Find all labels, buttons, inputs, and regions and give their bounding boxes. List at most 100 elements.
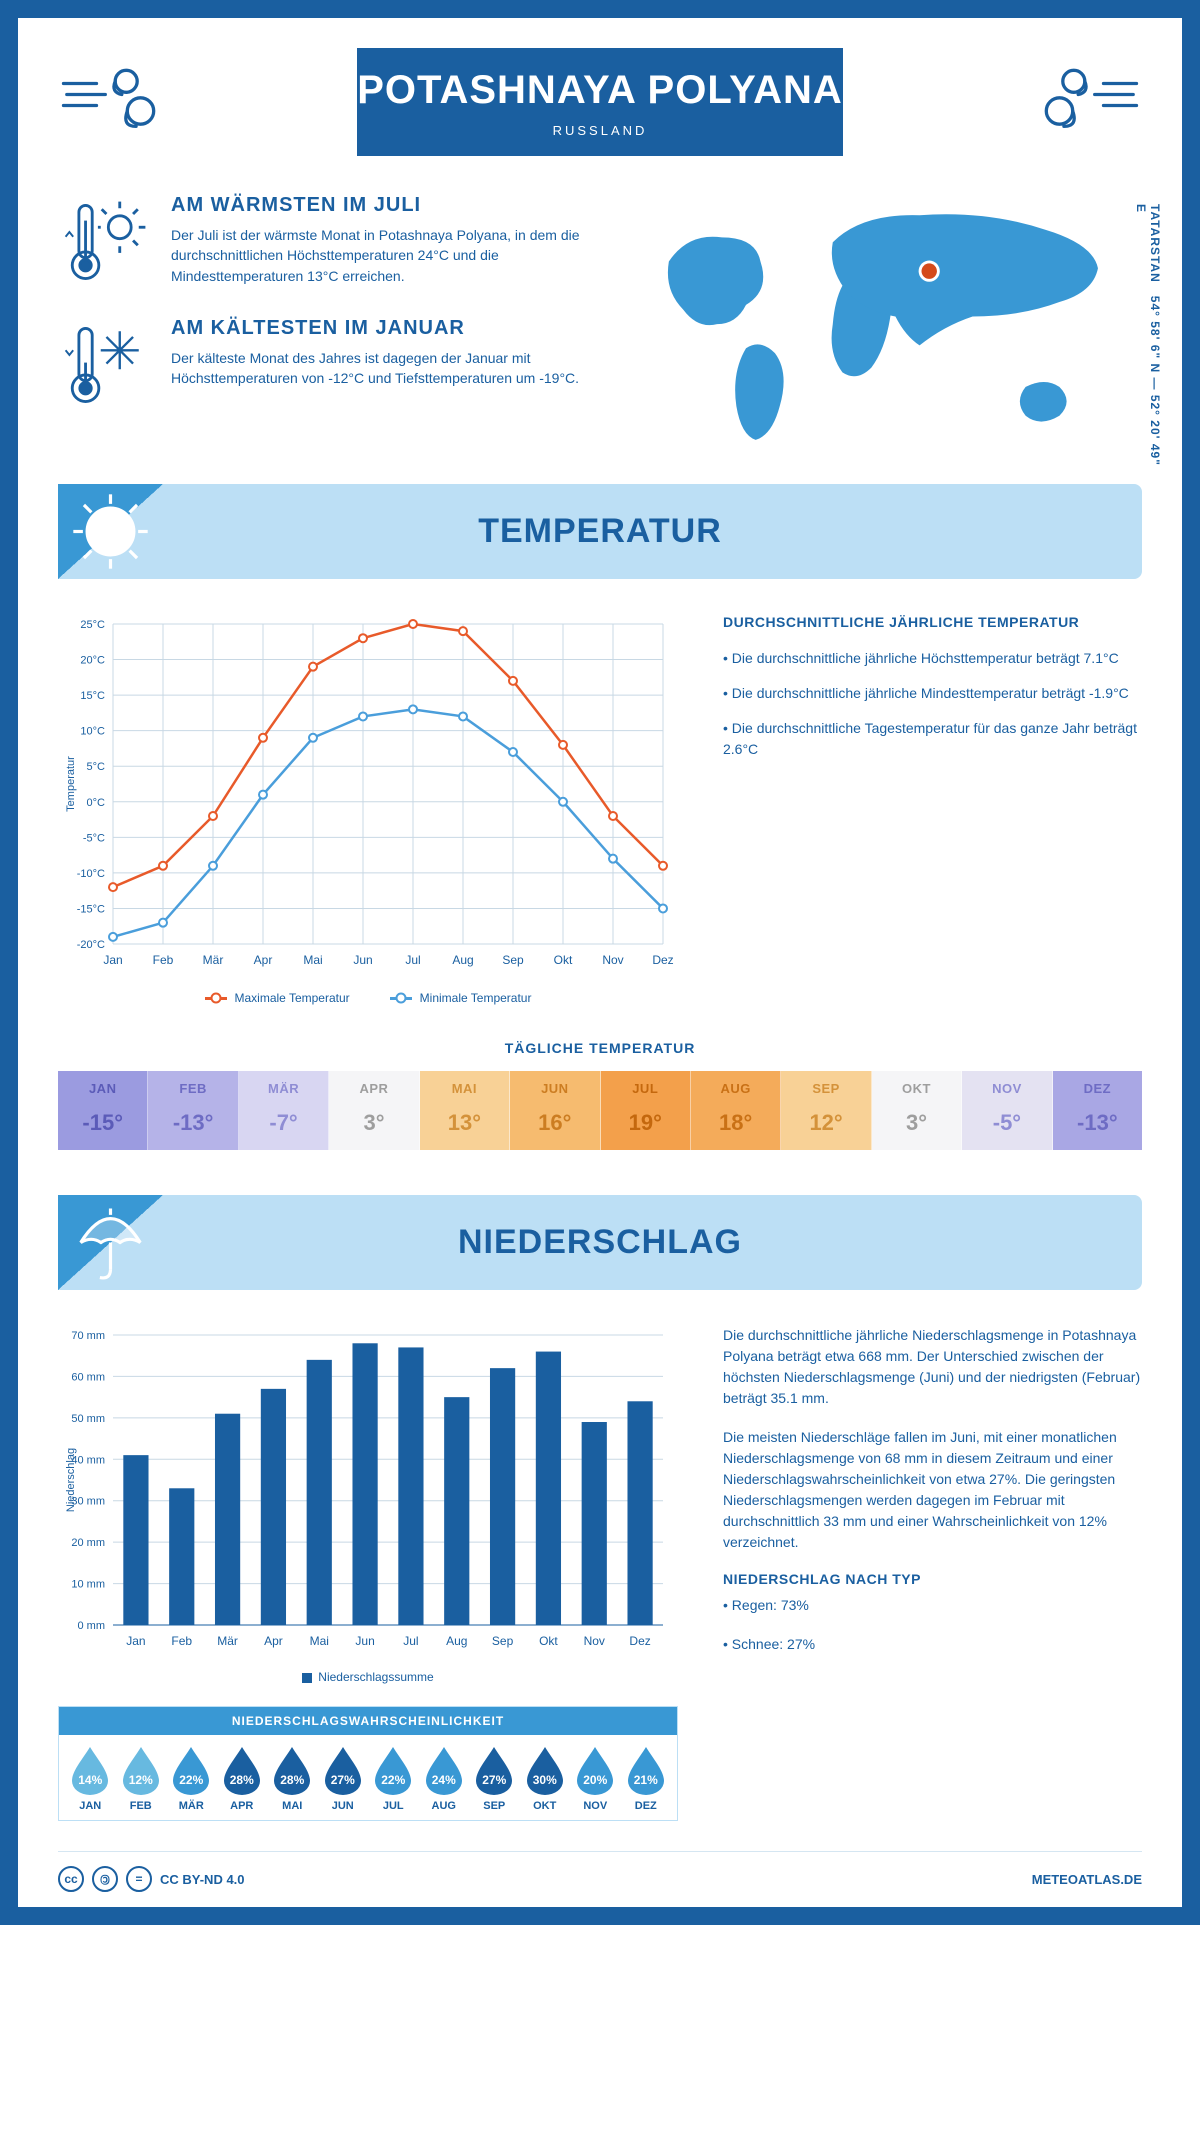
umbrella-icon bbox=[68, 1200, 153, 1285]
svg-text:0 mm: 0 mm bbox=[78, 1620, 106, 1632]
daily-temp-cell: FEB-13° bbox=[148, 1071, 238, 1150]
svg-text:Feb: Feb bbox=[171, 1634, 192, 1648]
warm-fact-title: AM WÄRMSTEN IM JULI bbox=[171, 194, 580, 217]
precip-legend: Niederschlagssumme bbox=[58, 1670, 678, 1684]
svg-text:-20°C: -20°C bbox=[77, 939, 105, 951]
wind-icon bbox=[58, 60, 168, 140]
svg-text:10°C: 10°C bbox=[80, 726, 105, 738]
precip-prob-cell: 24%AUG bbox=[419, 1745, 470, 1812]
precip-bar-chart: 0 mm10 mm20 mm30 mm40 mm50 mm60 mm70 mmJ… bbox=[58, 1325, 678, 1655]
wind-icon bbox=[1032, 60, 1142, 140]
daily-temp-cell: APR3° bbox=[329, 1071, 419, 1150]
cold-fact-title: AM KÄLTESTEN IM JANUAR bbox=[171, 317, 580, 340]
temp-caption-bullet: • Die durchschnittliche Tagestemperatur … bbox=[723, 718, 1142, 760]
svg-text:70 mm: 70 mm bbox=[71, 1330, 105, 1342]
svg-text:Jul: Jul bbox=[405, 953, 420, 967]
warm-fact: AM WÄRMSTEN IM JULI Der Juli ist der wär… bbox=[58, 194, 580, 289]
svg-text:50 mm: 50 mm bbox=[71, 1413, 105, 1425]
svg-text:Apr: Apr bbox=[254, 953, 273, 967]
svg-text:-15°C: -15°C bbox=[77, 903, 105, 915]
daily-temp-cell: OKT3° bbox=[872, 1071, 962, 1150]
temp-chart-legend: Maximale Temperatur Minimale Temperatur bbox=[58, 991, 678, 1005]
precip-text: Die meisten Niederschläge fallen im Juni… bbox=[723, 1427, 1142, 1553]
sun-icon bbox=[68, 489, 153, 574]
precip-prob-cell: 14%JAN bbox=[65, 1745, 116, 1812]
warm-fact-text: Der Juli ist der wärmste Monat in Potash… bbox=[171, 225, 580, 286]
page-header: POTASHNAYA POLYANA RUSSLAND bbox=[58, 48, 1142, 156]
precip-prob-cell: 27%JUN bbox=[318, 1745, 369, 1812]
svg-text:Feb: Feb bbox=[153, 953, 174, 967]
daily-temp-cell: JUN16° bbox=[510, 1071, 600, 1150]
daily-temp-cell: JUL19° bbox=[601, 1071, 691, 1150]
temperature-banner: TEMPERATUR bbox=[58, 484, 1142, 579]
precip-prob-cell: 21%DEZ bbox=[621, 1745, 672, 1812]
coords-label: TATARSTAN 54° 58' 6" N — 52° 20' 49" E bbox=[1134, 204, 1162, 469]
svg-text:25°C: 25°C bbox=[80, 619, 105, 631]
svg-text:Mai: Mai bbox=[303, 953, 322, 967]
svg-text:Jun: Jun bbox=[355, 1634, 374, 1648]
precip-prob-cell: 28%APR bbox=[217, 1745, 268, 1812]
bytype-item: • Regen: 73% bbox=[723, 1595, 1142, 1616]
temp-caption-bullet: • Die durchschnittliche jährliche Mindes… bbox=[723, 683, 1142, 704]
temp-section-title: TEMPERATUR bbox=[478, 512, 722, 551]
svg-text:Nov: Nov bbox=[602, 953, 623, 967]
cc-icon: cc bbox=[58, 1866, 84, 1892]
svg-text:Dez: Dez bbox=[629, 1634, 650, 1648]
svg-text:Jan: Jan bbox=[103, 953, 122, 967]
precip-prob-cell: 20%NOV bbox=[570, 1745, 621, 1812]
cc-nd-icon: = bbox=[126, 1866, 152, 1892]
svg-text:0°C: 0°C bbox=[87, 797, 106, 809]
svg-text:Mär: Mär bbox=[203, 953, 224, 967]
svg-text:Okt: Okt bbox=[539, 1634, 558, 1648]
daily-temp-cell: MAI13° bbox=[420, 1071, 510, 1150]
svg-text:Jul: Jul bbox=[403, 1634, 418, 1648]
thermometer-snow-icon bbox=[58, 317, 153, 412]
daily-temp-cell: MÄR-7° bbox=[239, 1071, 329, 1150]
site-label: METEOATLAS.DE bbox=[1032, 1872, 1142, 1887]
precip-text: Die durchschnittliche jährliche Niedersc… bbox=[723, 1325, 1142, 1409]
svg-text:15°C: 15°C bbox=[80, 690, 105, 702]
daily-temp-cell: AUG18° bbox=[691, 1071, 781, 1150]
precip-prob-cell: 22%MÄR bbox=[166, 1745, 217, 1812]
svg-text:60 mm: 60 mm bbox=[71, 1371, 105, 1383]
svg-text:Niederschlag: Niederschlag bbox=[65, 1448, 77, 1512]
precip-prob-cell: 28%MAI bbox=[267, 1745, 318, 1812]
daily-temp-cell: SEP12° bbox=[781, 1071, 871, 1150]
svg-text:Sep: Sep bbox=[492, 1634, 514, 1648]
temp-caption-title: DURCHSCHNITTLICHE JÄHRLICHE TEMPERATUR bbox=[723, 614, 1142, 630]
svg-text:Jan: Jan bbox=[126, 1634, 145, 1648]
precip-prob-cell: 12%FEB bbox=[116, 1745, 167, 1812]
bytype-item: • Schnee: 27% bbox=[723, 1634, 1142, 1655]
daily-temp-cell: DEZ-13° bbox=[1053, 1071, 1142, 1150]
svg-text:Aug: Aug bbox=[452, 953, 473, 967]
precip-banner: NIEDERSCHLAG bbox=[58, 1195, 1142, 1290]
cold-fact: AM KÄLTESTEN IM JANUAR Der kälteste Mona… bbox=[58, 317, 580, 412]
daily-temp-cell: JAN-15° bbox=[58, 1071, 148, 1150]
svg-text:-5°C: -5°C bbox=[83, 832, 105, 844]
svg-text:Apr: Apr bbox=[264, 1634, 283, 1648]
precip-prob-title: NIEDERSCHLAGSWAHRSCHEINLICHKEIT bbox=[59, 1707, 677, 1735]
svg-text:Jun: Jun bbox=[353, 953, 372, 967]
precip-prob-cell: 27%SEP bbox=[469, 1745, 520, 1812]
svg-text:5°C: 5°C bbox=[87, 761, 106, 773]
cc-by-icon: 🄯 bbox=[92, 1866, 118, 1892]
thermometer-sun-icon bbox=[58, 194, 153, 289]
svg-text:20°C: 20°C bbox=[80, 655, 105, 667]
daily-temp-strip: JAN-15°FEB-13°MÄR-7°APR3°MAI13°JUN16°JUL… bbox=[58, 1071, 1142, 1150]
svg-text:Okt: Okt bbox=[554, 953, 573, 967]
svg-text:Mai: Mai bbox=[310, 1634, 329, 1648]
cold-fact-text: Der kälteste Monat des Jahres ist dagege… bbox=[171, 348, 580, 389]
world-map bbox=[620, 194, 1142, 464]
svg-text:Nov: Nov bbox=[584, 1634, 605, 1648]
svg-text:Mär: Mär bbox=[217, 1634, 238, 1648]
svg-text:Dez: Dez bbox=[652, 953, 673, 967]
temp-caption-bullet: • Die durchschnittliche jährliche Höchst… bbox=[723, 648, 1142, 669]
precip-prob-cell: 22%JUL bbox=[368, 1745, 419, 1812]
precip-bytype-title: NIEDERSCHLAG NACH TYP bbox=[723, 1571, 1142, 1587]
country-label: RUSSLAND bbox=[357, 123, 843, 138]
svg-text:Temperatur: Temperatur bbox=[65, 756, 77, 812]
precip-section-title: NIEDERSCHLAG bbox=[458, 1223, 742, 1262]
svg-text:20 mm: 20 mm bbox=[71, 1537, 105, 1549]
svg-text:Sep: Sep bbox=[502, 953, 524, 967]
license-label: CC BY-ND 4.0 bbox=[160, 1872, 245, 1887]
